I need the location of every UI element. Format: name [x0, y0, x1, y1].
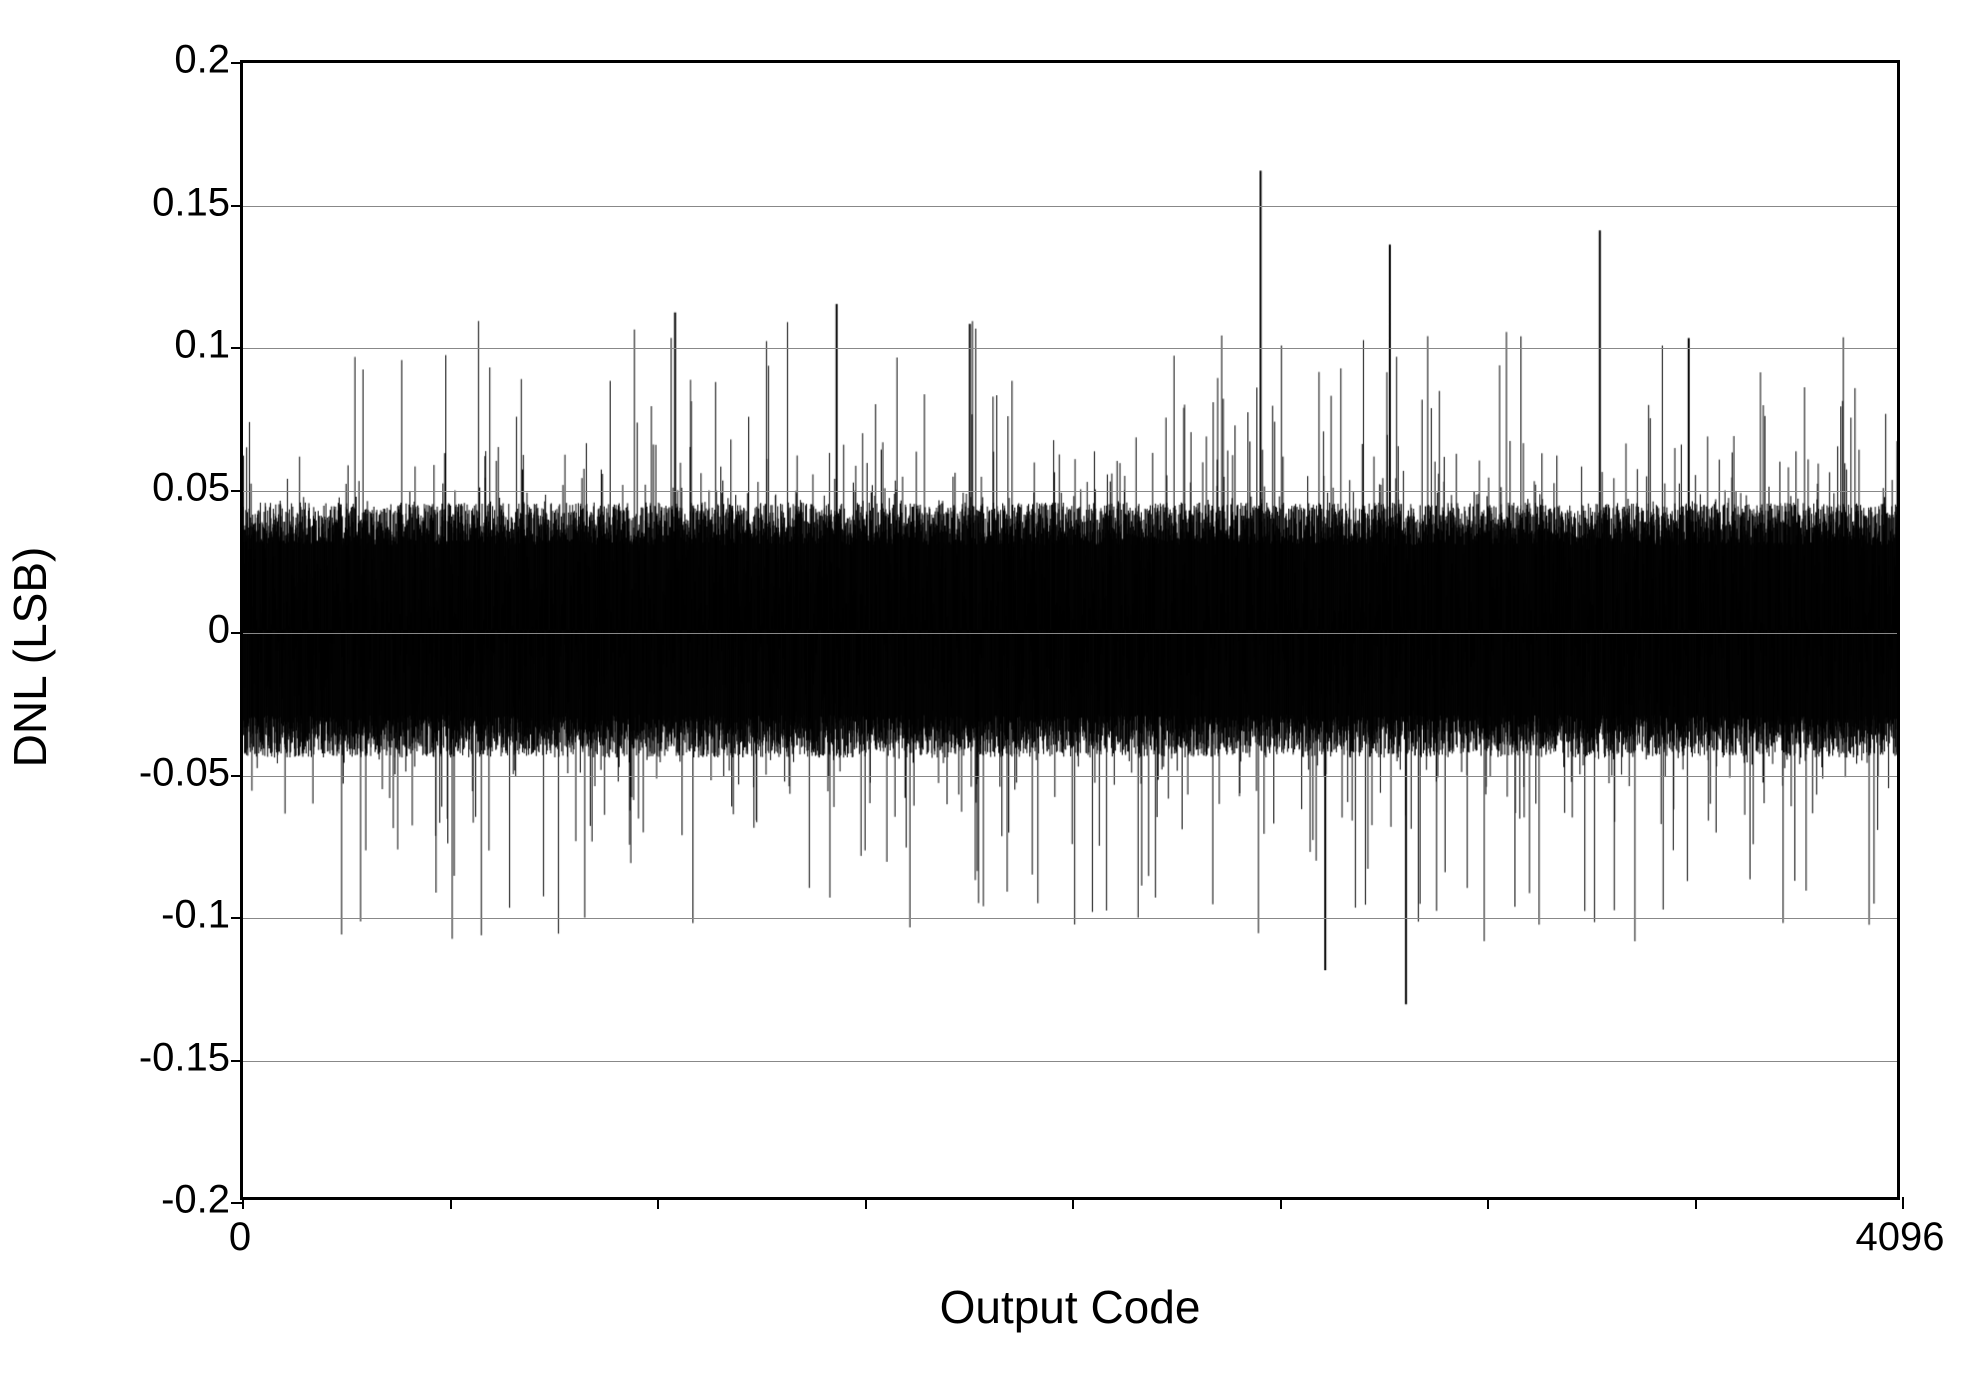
y-tick-label: -0.2 [90, 1178, 230, 1223]
x-tick-label: 0 [229, 1215, 251, 1260]
x-tick-mark [865, 1197, 867, 1209]
plot-area [240, 60, 1900, 1200]
x-tick-mark [450, 1197, 452, 1209]
chart-container: DNL (LSB) Output Code -0.2-0.15-0.1-0.05… [60, 40, 1920, 1340]
y-tick-label: 0.1 [90, 323, 230, 368]
y-tick-mark [231, 1060, 243, 1062]
y-tick-mark [231, 632, 243, 634]
y-tick-label: 0 [90, 608, 230, 653]
x-tick-mark [1072, 1197, 1074, 1209]
x-axis-label: Output Code [940, 1280, 1201, 1334]
y-tick-label: 0.05 [90, 465, 230, 510]
y-tick-mark [231, 775, 243, 777]
x-tick-mark [1902, 1197, 1904, 1209]
y-axis-label: DNL (LSB) [3, 547, 57, 768]
grid-line [243, 348, 1897, 349]
grid-line [243, 206, 1897, 207]
y-tick-mark [231, 490, 243, 492]
x-tick-mark [657, 1197, 659, 1209]
y-tick-label: -0.15 [90, 1035, 230, 1080]
y-tick-label: 0.2 [90, 38, 230, 83]
y-tick-mark [231, 917, 243, 919]
x-tick-mark [1487, 1197, 1489, 1209]
y-tick-mark [231, 347, 243, 349]
grid-line [243, 633, 1897, 634]
x-tick-mark [242, 1197, 244, 1209]
y-tick-mark [231, 62, 243, 64]
grid-line [243, 776, 1897, 777]
x-tick-mark [1695, 1197, 1697, 1209]
x-tick-label: 4096 [1856, 1215, 1945, 1260]
grid-line [243, 918, 1897, 919]
grid-line [243, 1061, 1897, 1062]
y-tick-label: -0.1 [90, 893, 230, 938]
grid-line [243, 491, 1897, 492]
y-tick-label: 0.15 [90, 180, 230, 225]
dnl-data-series [243, 63, 1897, 1197]
y-tick-label: -0.05 [90, 750, 230, 795]
y-tick-mark [231, 205, 243, 207]
x-tick-mark [1280, 1197, 1282, 1209]
